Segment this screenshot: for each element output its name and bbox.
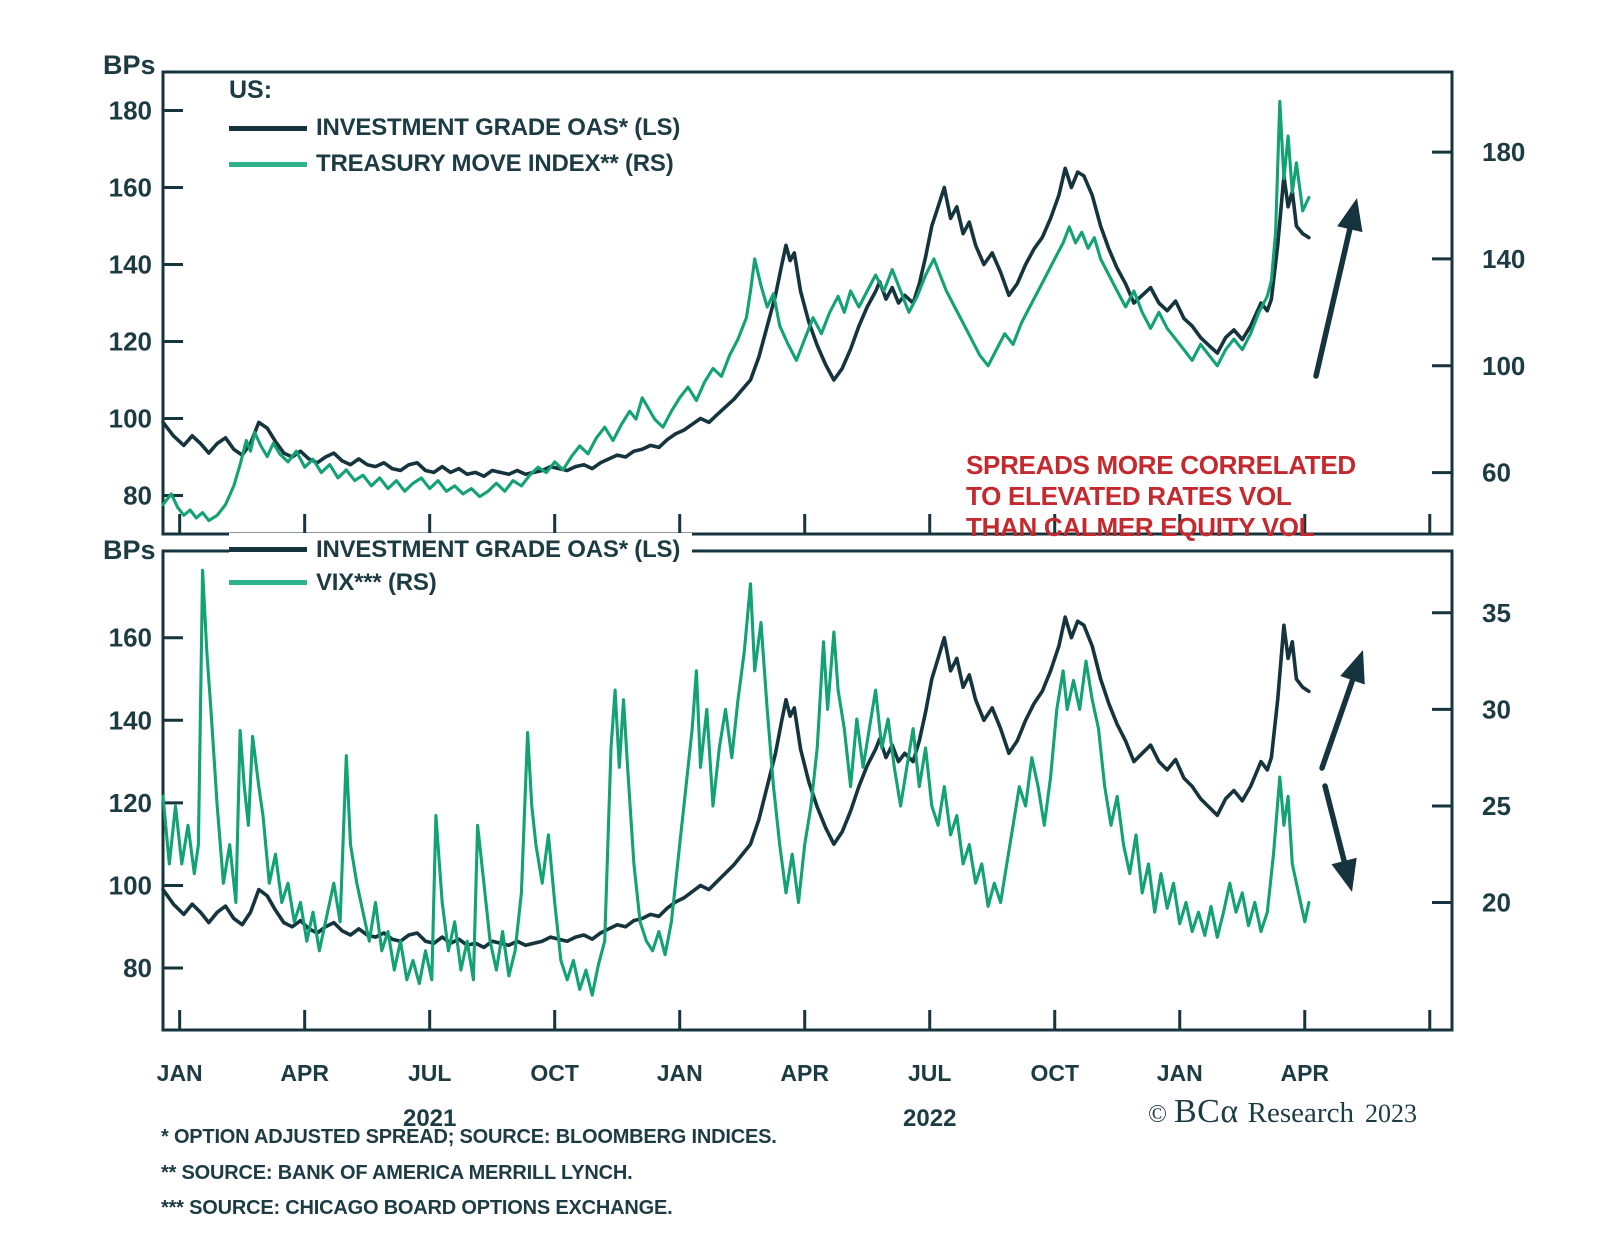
brand-logo: BCα [1174, 1093, 1239, 1130]
panel-border-top [161, 70, 1454, 536]
y-tick-label-left: 80 [123, 481, 152, 511]
legend-item-vix: VIX*** (RS) [229, 566, 449, 599]
legend-label: INVESTMENT GRADE OAS* (LS) [316, 535, 681, 563]
series-line-move-top [161, 99, 1311, 523]
y-tick-label-left: 120 [109, 788, 152, 818]
copyright-notice: © BCα Research 2023 [1148, 1093, 1417, 1131]
y-tick-label-left: 160 [109, 623, 152, 653]
dark-line-sample-icon [229, 125, 307, 131]
panel-border-bottom [161, 549, 1454, 1032]
y-tick-label-right: 20 [1482, 888, 1511, 918]
legend-bottom: INVESTMENT GRADE OAS* (LS) VIX*** (RS) [229, 533, 693, 599]
y-tick-label-left: 160 [109, 173, 152, 203]
x-tick-label: JAN [657, 1060, 703, 1086]
footnote-2: ** SOURCE: BANK OF AMERICA MERRILL LYNCH… [161, 1161, 633, 1184]
legend-top: US: INVESTMENT GRADE OAS* (LS) TREASURY … [229, 76, 693, 182]
trend-arrow-up-right [1313, 198, 1363, 379]
annotation-line: THAN CALMER EQUITY VOL [966, 512, 1315, 542]
y-tick-label-left: 80 [123, 953, 152, 983]
legend-label: TREASURY MOVE INDEX** (RS) [316, 150, 674, 177]
y-tick-label-left: 140 [109, 250, 152, 280]
y-tick-label-right: 30 [1482, 694, 1511, 724]
x-tick-label: JUL [908, 1060, 951, 1086]
annotation-line: TO ELEVATED RATES VOL [966, 481, 1292, 511]
y-tick-label-right: 180 [1482, 137, 1525, 167]
y-tick-label-left: 120 [109, 327, 152, 357]
x-tick-label: APR [1280, 1060, 1329, 1086]
y-tick-label-left: 140 [109, 705, 152, 735]
footnote-1: * OPTION ADJUSTED SPREAD; SOURCE: BLOOMB… [161, 1126, 777, 1148]
x-tick-label: OCT [530, 1060, 579, 1086]
series-line-ig_oas-top [161, 166, 1311, 479]
brand-suffix: Research [1247, 1097, 1354, 1129]
legend-item-ig-oas: INVESTMENT GRADE OAS* (LS) [229, 110, 693, 146]
legend-label: INVESTMENT GRADE OAS* (LS) [316, 114, 681, 141]
y-tick-label-right: 60 [1482, 458, 1511, 488]
series-line-vix-bottom [161, 568, 1311, 997]
green-line-sample-icon [229, 580, 307, 585]
legend-label: VIX*** (RS) [316, 568, 437, 596]
x-tick-label: JAN [157, 1060, 203, 1086]
x-tick-label: JAN [1157, 1060, 1203, 1086]
x-year-label: 2022 [903, 1105, 956, 1132]
footnotes: * OPTION ADJUSTED SPREAD; SOURCE: BLOOMB… [161, 1120, 777, 1227]
x-year-label: 2021 [403, 1105, 456, 1132]
y-tick-label-right: 140 [1482, 244, 1525, 274]
x-tick-label: OCT [1030, 1060, 1079, 1086]
trend-arrow-up-right [1319, 650, 1365, 771]
copyright-year: 2023 [1364, 1099, 1417, 1128]
y-tick-label-right: 25 [1482, 791, 1511, 821]
green-line-sample-icon [229, 161, 307, 167]
y-tick-label-left: 100 [109, 870, 152, 900]
y-tick-label-right: 100 [1482, 351, 1525, 381]
annotation-line: SPREADS MORE CORRELATED [966, 450, 1356, 480]
x-tick-label: APR [780, 1060, 829, 1086]
legend-heading: US: [229, 76, 273, 104]
y-axis-unit-label-bottom: BPs [103, 535, 156, 565]
copyright-symbol: © [1148, 1101, 1167, 1128]
x-tick-label: JUL [408, 1060, 451, 1086]
dark-line-sample-icon [229, 547, 307, 552]
legend-item-move: TREASURY MOVE INDEX** (RS) [229, 146, 686, 182]
trend-arrow-down-right [1322, 783, 1357, 892]
footnote-3: *** SOURCE: CHICAGO BOARD OPTIONS EXCHAN… [161, 1197, 673, 1219]
y-tick-label-right: 35 [1482, 598, 1511, 628]
legend-item-ig-oas: INVESTMENT GRADE OAS* (LS) [229, 533, 693, 566]
y-tick-label-left: 180 [109, 96, 152, 126]
y-axis-unit-label-top: BPs [103, 50, 156, 80]
y-tick-label-left: 100 [109, 404, 152, 434]
annotation-spreads-callout: SPREADS MORE CORRELATED TO ELEVATED RATE… [966, 450, 1356, 543]
x-tick-label: APR [280, 1060, 329, 1086]
